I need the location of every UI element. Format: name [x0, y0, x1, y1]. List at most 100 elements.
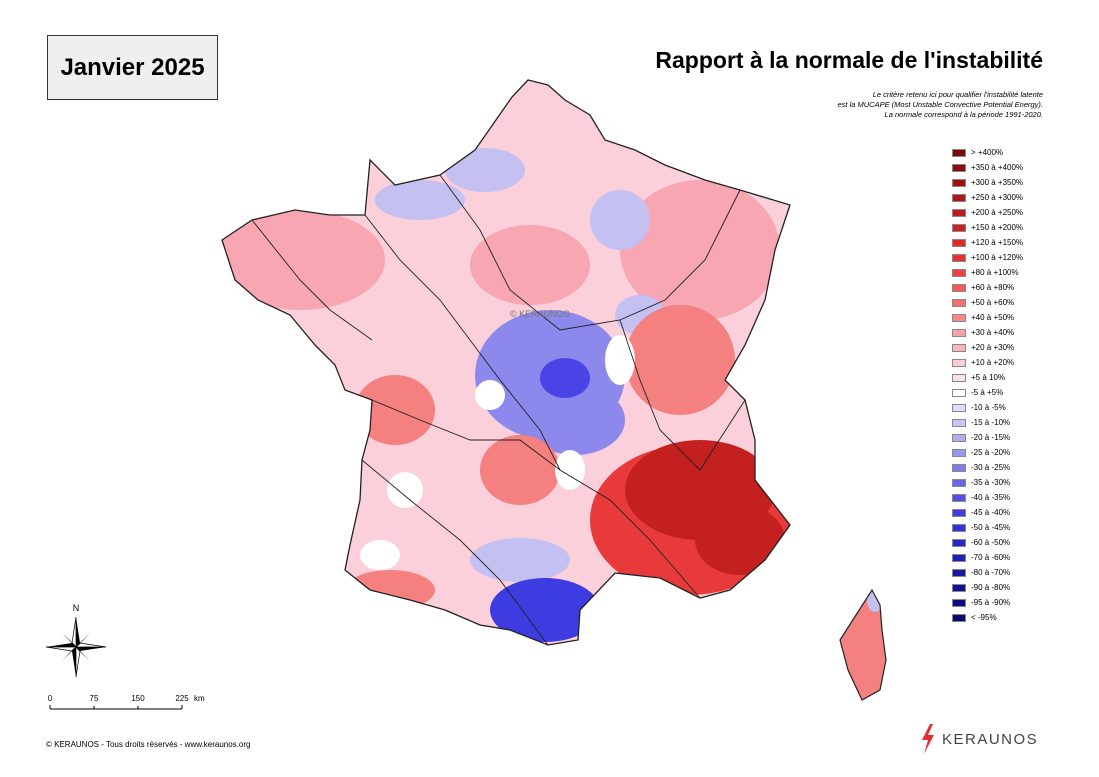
legend-entry: +200 à +250% — [952, 205, 1023, 220]
legend-entry: -25 à -20% — [952, 445, 1023, 460]
legend-swatch — [952, 388, 966, 397]
legend-label: -80 à -70% — [971, 568, 1011, 577]
legend-entry: -70 à -60% — [952, 550, 1023, 565]
corsica-outline — [839, 588, 887, 701]
scale-bar: 0 75 150 225 km — [44, 692, 224, 719]
legend-entry: -30 à -25% — [952, 460, 1023, 475]
legend-label: -60 à -50% — [971, 538, 1011, 547]
region-border — [361, 459, 549, 646]
scale-label: 150 — [131, 694, 145, 703]
legend-swatch — [952, 283, 966, 292]
legend-entry: +350 à +400% — [952, 160, 1023, 175]
legend-swatch — [952, 508, 966, 517]
legend-swatch — [952, 493, 966, 502]
description-line: La normale correspond à la période 1991-… — [884, 110, 1043, 119]
legend-swatch — [952, 523, 966, 532]
legend-entry: -20 à -15% — [952, 430, 1023, 445]
legend-entry: +80 à +100% — [952, 265, 1023, 280]
legend-label: +60 à +80% — [971, 283, 1015, 292]
legend-label: +150 à +200% — [971, 223, 1024, 232]
north-label: N — [73, 603, 80, 613]
alps-south-region — [695, 505, 785, 575]
north-east-region — [620, 180, 780, 320]
legend-swatch — [952, 313, 966, 322]
legend-label: +200 à +250% — [971, 208, 1024, 217]
legend-swatch — [952, 478, 966, 487]
legend-swatch — [952, 433, 966, 442]
legend-label: -5 à +5% — [971, 388, 1004, 397]
legend-entry: +60 à +80% — [952, 280, 1023, 295]
keraunos-logo: KERAUNOS — [920, 724, 1038, 754]
legend-swatch — [952, 208, 966, 217]
map-description: Le critère retenu ici pour qualifier l'i… — [838, 90, 1044, 120]
legend-label: +20 à +30% — [971, 343, 1015, 352]
legend-label: -35 à -30% — [971, 478, 1011, 487]
legend-swatch — [952, 253, 966, 262]
legend-label: -40 à -35% — [971, 493, 1011, 502]
legend-entry: < -95% — [952, 610, 1023, 625]
compass-rose-icon: N — [45, 603, 107, 678]
north-region — [445, 148, 525, 192]
legend-label: < -95% — [971, 613, 997, 622]
legend-label: -10 à -5% — [971, 403, 1006, 412]
legend-swatch — [952, 358, 966, 367]
legend-swatch — [952, 538, 966, 547]
legend-label: +5 à 10% — [971, 373, 1006, 382]
region-border — [364, 214, 501, 381]
white-area — [387, 472, 423, 508]
legend-label: +100 à +120% — [971, 253, 1024, 262]
legend-swatch — [952, 268, 966, 277]
legend-label: +250 à +300% — [971, 193, 1024, 202]
lightning-bolt-icon — [922, 724, 934, 754]
map-title: Rapport à la normale de l'instabilité — [655, 47, 1043, 73]
legend-swatch — [952, 238, 966, 247]
legend-label: +350 à +400% — [971, 163, 1024, 172]
legend-label: -90 à -80% — [971, 583, 1011, 592]
normandy-region — [375, 180, 465, 220]
legend-entry: +5 à 10% — [952, 370, 1023, 385]
legend-swatch — [952, 193, 966, 202]
legend-entry: -35 à -30% — [952, 475, 1023, 490]
legend-entry: +30 à +40% — [952, 325, 1023, 340]
languedoc-region — [490, 578, 600, 642]
scale-unit: km — [194, 694, 205, 703]
south-centre-region — [480, 435, 560, 505]
south-west-blue-region — [470, 538, 570, 582]
legend-label: +80 à +100% — [971, 268, 1019, 277]
pyrenees-region — [345, 570, 435, 610]
legend-label: > +400% — [971, 148, 1004, 157]
legend-entry: -80 à -70% — [952, 565, 1023, 580]
region-border — [371, 399, 561, 471]
legend-swatch — [952, 553, 966, 562]
compass-rose: N — [44, 603, 108, 684]
white-area — [360, 540, 400, 570]
legend-swatch — [952, 568, 966, 577]
region-border — [251, 219, 373, 341]
legend-label: -25 à -20% — [971, 448, 1011, 457]
region-borders — [251, 174, 746, 646]
legend-label: -30 à -25% — [971, 463, 1011, 472]
color-legend: > +400% +350 à +400% +300 à +350% +250 à +3… — [952, 145, 1023, 625]
white-area — [605, 335, 635, 385]
legend-entry: -50 à -45% — [952, 520, 1023, 535]
legend-entry: +250 à +300% — [952, 190, 1023, 205]
blue-core-region — [540, 358, 590, 398]
legend-label: +10 à +20% — [971, 358, 1015, 367]
logo-text: KERAUNOS — [942, 730, 1039, 748]
mainland-outline — [221, 79, 791, 646]
rhone-alpes-region — [625, 305, 735, 415]
legend-label: -95 à -90% — [971, 598, 1011, 607]
period-box: Janvier 2025 — [47, 35, 218, 100]
legend-label: +40 à +50% — [971, 313, 1015, 322]
legend-swatch — [952, 403, 966, 412]
region-border — [439, 174, 741, 331]
legend-entry: +10 à +20% — [952, 355, 1023, 370]
auvergne-region — [525, 385, 625, 455]
legend-label: +120 à +150% — [971, 238, 1024, 247]
legend-entry: -10 à -5% — [952, 400, 1023, 415]
legend-entry: +50 à +60% — [952, 295, 1023, 310]
legend-entry: -90 à -80% — [952, 580, 1023, 595]
scale-label: 75 — [90, 694, 99, 703]
legend-label: +50 à +60% — [971, 298, 1015, 307]
legend-entry: +120 à +150% — [952, 235, 1023, 250]
